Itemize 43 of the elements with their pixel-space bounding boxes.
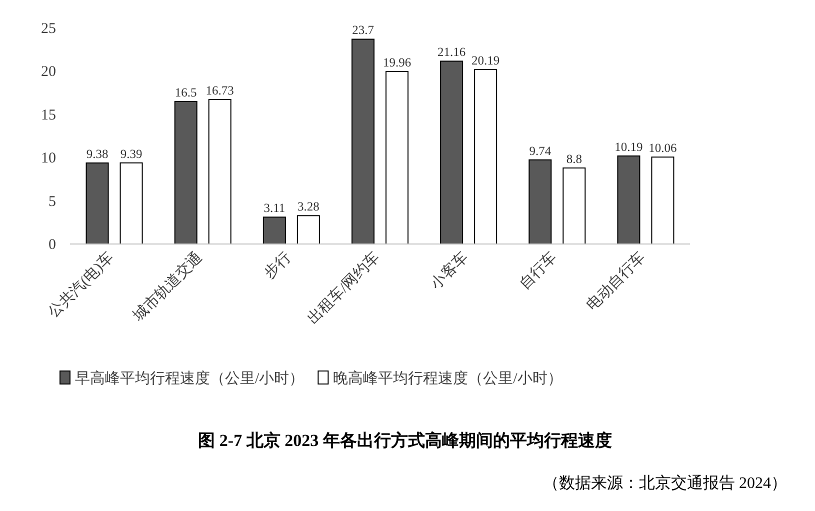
data-label: 9.39 [120,146,142,161]
text: （数据来源：北京交通报告 2024） [543,474,787,492]
bar [262,216,286,244]
x-tick-label: 自行车 [516,248,560,293]
y-tick-label: 25 [41,21,56,37]
y-tick-label: 5 [48,194,56,210]
bar [386,71,408,244]
data-label: 20.19 [472,54,500,68]
bar [562,167,586,244]
data-label: 10.19 [614,140,643,154]
y-tick-label: 15 [41,107,56,124]
data-label: 9.38 [86,146,108,161]
data-label: 19.96 [382,56,412,70]
bar [296,215,320,244]
x-tick-label: 城市轨道交通 [129,248,206,326]
data-label: 21.16 [438,45,466,60]
x-tick-label: 步行 [261,248,294,282]
legend-label: 早高峰平均行程速度（公里/小时） [75,370,304,387]
bar [208,98,232,244]
bar [474,69,498,244]
x-tick-label: 出租车/网约车 [304,248,383,328]
x-tick-label: 小客车 [428,248,472,293]
bar [120,162,143,244]
data-label: 16.73 [206,83,234,98]
data-label: 16.5 [174,85,197,100]
data-label: 8.8 [566,152,582,166]
data-label: 9.74 [529,144,552,158]
bar [651,156,674,244]
y-tick-label: 10 [41,150,56,167]
bar [528,159,552,244]
text: 图 2-7 北京 2023 年各出行方式高峰期间的平均行程速度 [198,431,612,450]
bar [617,155,640,244]
data-label: 10.06 [648,141,677,156]
bar [174,100,198,244]
data-label: 3.11 [264,201,286,216]
data-label: 3.28 [297,200,320,214]
x-tick-label: 电动自行车 [583,248,649,314]
bar [86,162,109,244]
bar [440,60,464,244]
data-label: 23.7 [352,23,374,38]
legend-label: 晚高峰平均行程速度（公里/小时） [333,370,562,387]
y-tick-label: 20 [41,64,56,80]
bar [352,38,374,244]
